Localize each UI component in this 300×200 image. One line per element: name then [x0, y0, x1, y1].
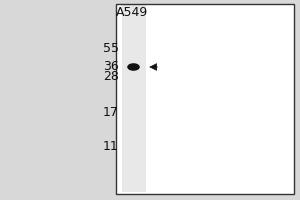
Ellipse shape: [127, 63, 140, 71]
Bar: [116, 4, 294, 194]
Bar: [116, 4, 294, 194]
Text: A549: A549: [116, 6, 148, 19]
Text: 28: 28: [103, 71, 118, 84]
Bar: [122, 4, 146, 192]
Text: 17: 17: [103, 106, 118, 118]
Text: 11: 11: [103, 140, 118, 154]
Text: 55: 55: [103, 42, 118, 54]
Text: 36: 36: [103, 60, 118, 73]
